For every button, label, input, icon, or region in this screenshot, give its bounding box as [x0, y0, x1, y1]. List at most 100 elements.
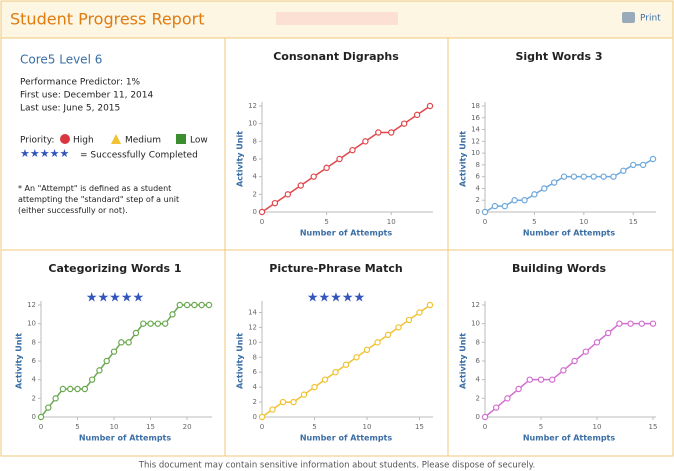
chart-title: Sight Words 3 [515, 50, 602, 63]
y-tick-label: 0 [476, 413, 480, 421]
data-point [269, 406, 276, 413]
y-tick-label: 12 [248, 102, 257, 110]
y-tick-label: 0 [32, 413, 36, 421]
data-point [271, 199, 279, 207]
x-tick-label: 20 [183, 423, 192, 431]
y-axis-label: Activity Unit [459, 131, 468, 187]
data-point [416, 309, 423, 316]
data-point [45, 404, 52, 411]
data-point [336, 155, 343, 163]
data-point [590, 173, 597, 180]
priority-label: Priority: [20, 136, 54, 146]
data-point [560, 367, 567, 374]
note-box: * An "Attempt" is defined as a student a… [18, 184, 180, 215]
data-point [571, 357, 578, 365]
data-point [198, 301, 205, 309]
data-point [96, 367, 103, 374]
x-tick-label: 10 [579, 218, 588, 226]
y-tick-label: 8 [476, 338, 480, 346]
data-point [649, 155, 657, 163]
x-tick-label: 5 [539, 423, 543, 431]
y-tick-label: 0 [476, 208, 480, 216]
data-point [593, 339, 601, 346]
y-tick-label: 8 [253, 353, 257, 361]
print-label[interactable]: Print [640, 14, 661, 24]
data-point [321, 376, 329, 383]
x-tick-label: 0 [260, 218, 264, 226]
x-tick-label: 15 [649, 423, 658, 431]
data-point [501, 202, 508, 210]
y-tick-label: 6 [476, 357, 481, 365]
header-title: Student Progress Report [10, 10, 204, 29]
y-tick-label: 8 [253, 137, 257, 145]
data-point [132, 329, 140, 337]
first-use: First use: December 11, 2014 [20, 91, 154, 101]
chart-title: Consonant Digraphs [273, 50, 399, 63]
data-point [560, 173, 568, 180]
note: * An "Attempt" is defined as a student a… [18, 184, 180, 215]
data-point [161, 320, 169, 327]
data-point [649, 320, 657, 327]
data-point [311, 383, 318, 391]
completed: = Successfully Completed [80, 151, 198, 161]
x-tick-label: 10 [110, 423, 119, 431]
data-point [375, 129, 382, 136]
y-tick-label: 14 [471, 126, 480, 134]
data-point [110, 348, 118, 355]
x-tick-label: 0 [483, 218, 487, 226]
data-point [521, 197, 528, 204]
data-point [541, 185, 548, 192]
data-point [88, 376, 96, 383]
y-tick-label: 4 [32, 376, 37, 384]
y-tick-label: 10 [471, 320, 480, 328]
data-point [81, 385, 89, 393]
data-point [332, 369, 339, 376]
last-use: Last use: June 5, 2015 [20, 104, 120, 114]
data-point [374, 339, 381, 346]
y-tick-label: 6 [476, 173, 481, 181]
y-axis-label: Activity Unit [15, 333, 24, 389]
y-axis-label: Activity Unit [236, 131, 245, 187]
data-point [103, 357, 110, 365]
data-point [205, 301, 213, 309]
x-tick-label: 0 [483, 423, 487, 431]
frame [0, 0, 674, 457]
x-tick-label: 15 [146, 423, 155, 431]
x-axis-label: Number of Attempts [523, 229, 616, 238]
x-tick-label: 10 [363, 423, 372, 431]
print-button[interactable]: Print [622, 12, 661, 24]
data-point [582, 348, 590, 355]
stars: ★★★★★ [307, 291, 365, 306]
data-point [74, 385, 81, 393]
medium: Medium [125, 136, 161, 146]
x-axis-label: Number of Attempts [523, 434, 616, 443]
y-tick-label: 10 [27, 320, 36, 328]
data-point [279, 398, 287, 406]
x-tick-label: 10 [593, 423, 602, 431]
data-point [400, 120, 408, 127]
y-tick-label: 4 [476, 184, 481, 192]
data-point [52, 395, 59, 402]
y-tick-label: 8 [32, 338, 36, 346]
data-point [310, 173, 317, 180]
data-point [627, 320, 634, 327]
data-point [639, 161, 647, 169]
x-tick-label: 5 [532, 218, 536, 226]
data-point [580, 173, 588, 180]
stars: ★★★★★ [20, 147, 69, 160]
y-tick-label: 12 [471, 301, 480, 309]
data-point [630, 161, 637, 169]
data-point [37, 413, 45, 421]
y-tick-label: 2 [476, 394, 480, 402]
data-point [426, 102, 434, 110]
data-point [349, 146, 356, 154]
data-point [570, 173, 578, 180]
data-point [526, 376, 534, 383]
x-tick-label: 5 [312, 423, 316, 431]
data-point [515, 385, 522, 393]
data-point [363, 346, 371, 353]
data-point [610, 173, 617, 180]
medium-icon [111, 134, 121, 144]
data-point [169, 311, 176, 318]
